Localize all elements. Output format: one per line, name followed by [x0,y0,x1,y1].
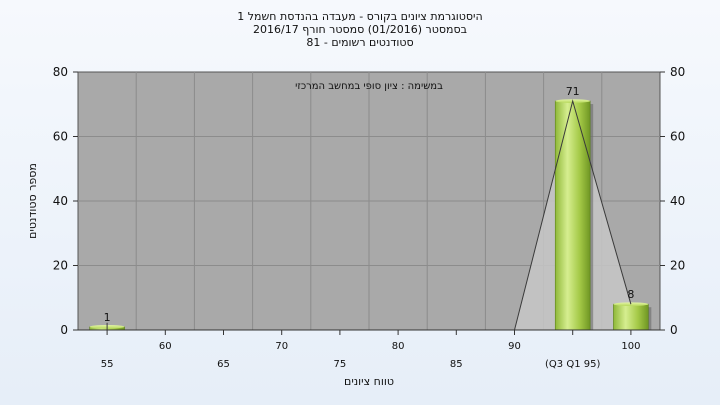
bar-layer [89,99,652,331]
y-tick-label-left: 80 [53,65,68,79]
title-line-2: בסמסטר (01/2016) סמסטר חורף 2016/17 [253,23,467,36]
x-tick-label: 55 [101,359,114,370]
y-tick-label-left: 20 [53,259,68,273]
bar [613,303,649,331]
y-tick-label-left: 0 [60,323,68,337]
x-tick-label: 70 [275,341,288,352]
y-tick-label-right: 80 [670,65,685,79]
y-axis-label: מספר סטודנטים [26,163,39,239]
bar-value-label: 1 [104,311,111,324]
y-tick-label-right: 20 [670,259,685,273]
y-tick-label-right: 40 [670,194,685,208]
y-tick-label-right: 60 [670,130,685,144]
bar-value-label: 8 [627,288,634,301]
bar-value-label: 71 [566,85,580,98]
line-layer [106,99,632,331]
y-tick-label-right: 0 [670,323,678,337]
axis-layer: 0 0 20 20 40 40 60 60 80 80 55 60 65 70 75 80 85 90 (Q3 Q1… [53,65,686,370]
chart-title: היסטוגרמת ציונים בקורס - מעבדה בהנדסת חש… [0,10,720,49]
y-tick-label-left: 60 [53,130,68,144]
distribution-line [514,99,632,331]
x-tick-label: 80 [392,341,405,352]
x-tick-label: 65 [217,359,230,370]
y-tick-label-left: 40 [53,194,68,208]
x-tick-label: 85 [450,359,463,370]
x-tick-label: 100 [621,341,640,352]
x-tick-label: 60 [159,341,172,352]
title-line-3: סטודנטים רשומים - 81 [306,36,414,49]
x-tick-label: 90 [508,341,521,352]
chart-annotation: במשימה : ציון סופי במחשב המרכזי [295,81,443,92]
bar [554,100,591,331]
x-tick-label: (Q3 Q1 95) [545,359,600,370]
x-axis-label: טווח ציונים [344,375,394,388]
title-line-1: היסטוגרמת ציונים בקורס - מעבדה בהנדסת חש… [237,10,483,23]
x-tick-label: 75 [334,359,347,370]
